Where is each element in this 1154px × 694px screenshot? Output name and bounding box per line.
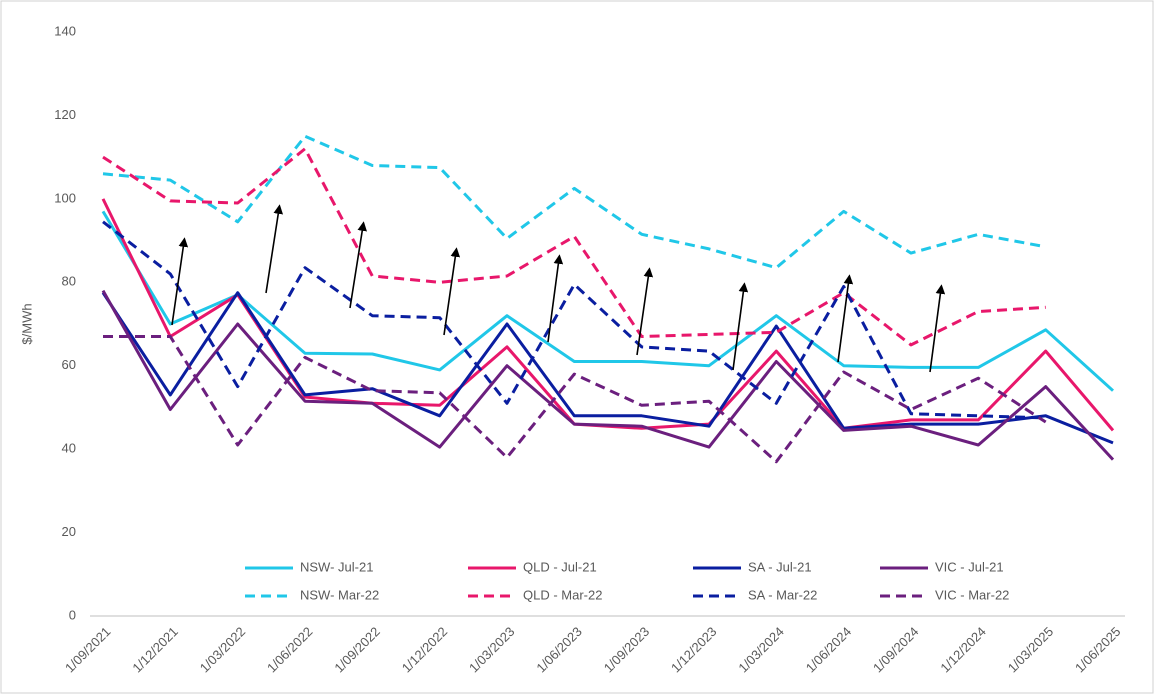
series-line [102, 220, 1046, 420]
series-line [103, 335, 1047, 464]
series-line [101, 289, 1115, 461]
arrow [265, 204, 284, 294]
y-tick-label: 40 [62, 441, 76, 456]
annotation-arrows [171, 204, 946, 373]
series-line [102, 134, 1046, 270]
y-tick-label: 120 [54, 107, 76, 122]
legend-label: QLD - Jul-21 [523, 559, 597, 574]
arrow [732, 282, 749, 371]
series-line [101, 291, 1114, 445]
legend-label: QLD - Mar-22 [523, 587, 602, 602]
legend-label: VIC - Mar-22 [935, 587, 1009, 602]
y-tick-label: 60 [62, 357, 76, 372]
arrow [171, 237, 189, 326]
y-tick-label: 140 [54, 23, 76, 38]
arrow [443, 247, 461, 336]
legend-label: SA - Mar-22 [748, 587, 817, 602]
y-tick-label: 100 [54, 190, 76, 205]
y-axis-label: $/MWh [19, 303, 34, 344]
legend-label: SA - Jul-21 [748, 559, 812, 574]
legend-label: NSW- Mar-22 [300, 587, 379, 602]
y-tick-label: 20 [62, 524, 76, 539]
arrow [929, 284, 946, 373]
series-line [101, 210, 1115, 392]
series-line [102, 147, 1046, 347]
arrow [837, 274, 854, 363]
arrow [636, 267, 654, 356]
arrow [349, 221, 367, 309]
y-tick-label: 80 [62, 274, 76, 289]
arrow [547, 254, 564, 343]
legend-label: NSW- Jul-21 [300, 559, 373, 574]
legend-label: VIC - Jul-21 [935, 559, 1004, 574]
y-tick-label: 0 [69, 607, 76, 622]
